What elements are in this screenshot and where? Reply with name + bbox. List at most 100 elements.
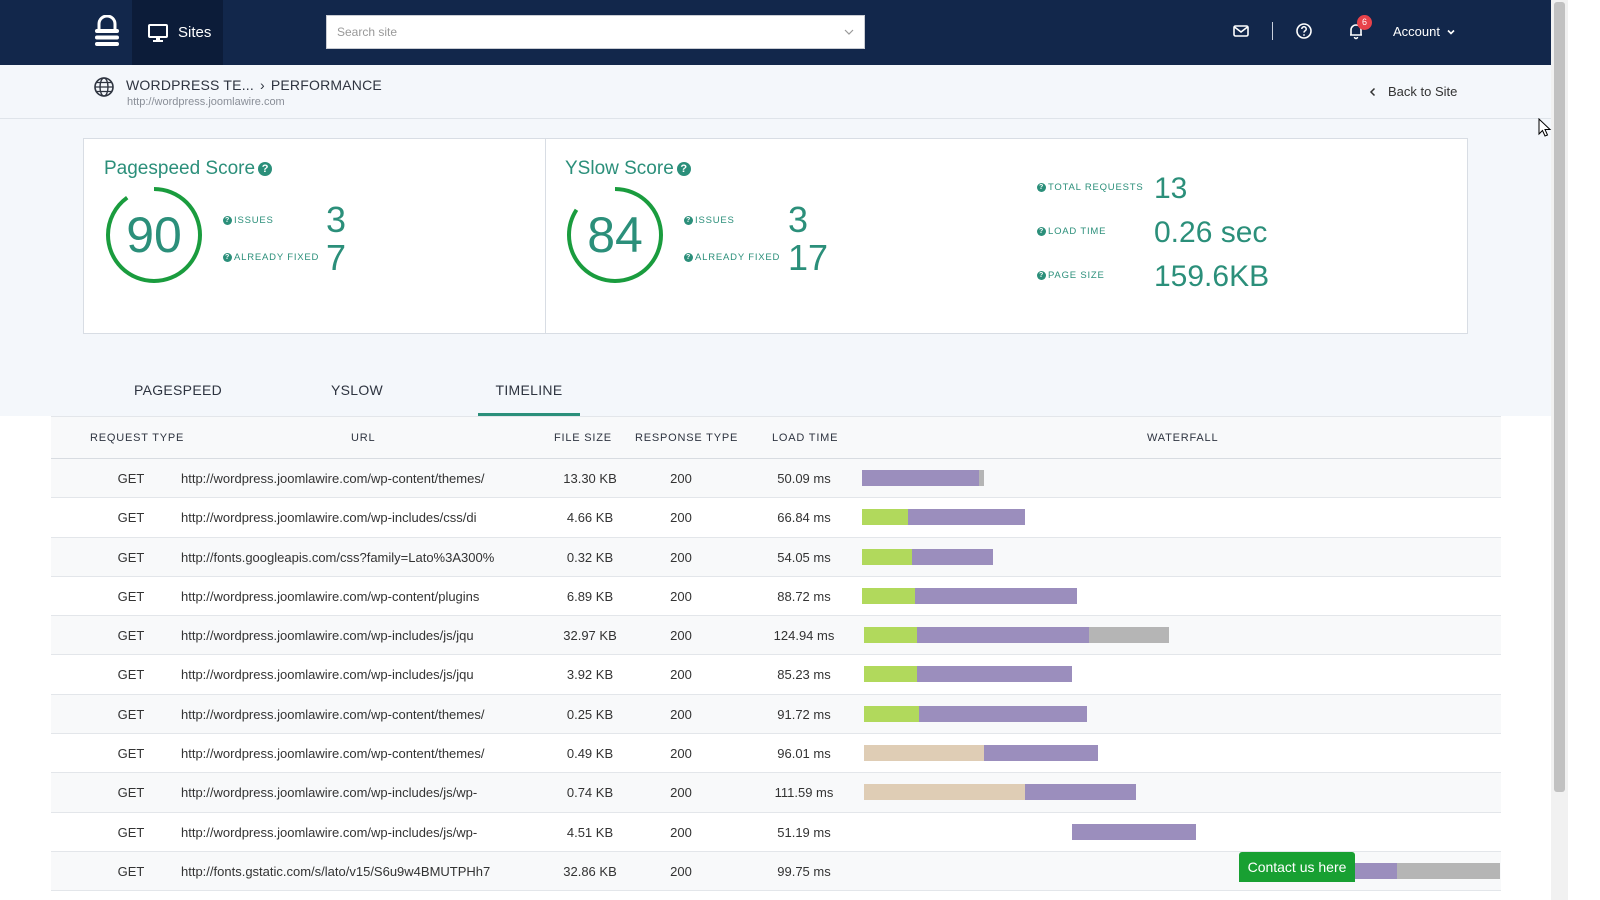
waterfall-segment-wait: [979, 470, 984, 486]
help-circle-icon[interactable]: [1295, 22, 1313, 40]
sites-nav-button[interactable]: Sites: [132, 0, 223, 65]
fixed-label-text: ALREADY FIXED: [695, 252, 781, 263]
help-icon[interactable]: ?: [223, 216, 232, 225]
page-scrollbar[interactable]: [1551, 0, 1568, 900]
load-time-cell: 54.05 ms: [777, 549, 831, 565]
mail-icon[interactable]: [1232, 22, 1250, 40]
help-icon[interactable]: ?: [1037, 271, 1046, 280]
table-row[interactable]: GET http://wordpress.joomlawire.com/wp-co…: [51, 459, 1501, 499]
response-type-cell: 200: [670, 510, 692, 526]
scrollbar-thumb[interactable]: [1554, 2, 1565, 792]
total-requests-value: 13: [1154, 172, 1188, 205]
waterfall-segment-connect: [864, 705, 919, 722]
load-time-cell: 124.94 ms: [773, 628, 835, 644]
table-row[interactable]: GET http://wordpress.joomlawire.com/wp-in…: [51, 655, 1501, 695]
pagespeed-issues-value: 3: [326, 199, 347, 240]
load-time-cell: 96.01 ms: [777, 746, 831, 762]
globe-icon: [94, 77, 114, 97]
bell-icon[interactable]: [1347, 22, 1365, 40]
url-cell[interactable]: http://wordpress.joomlawire.com/wp-conte…: [181, 706, 485, 722]
file-size-cell: 13.30 KB: [563, 471, 617, 486]
help-icon[interactable]: ?: [1037, 227, 1046, 236]
table-row[interactable]: GET http://wordpress.joomlawire.com/wp-co…: [51, 734, 1501, 774]
request-type-cell: GET: [117, 549, 145, 565]
waterfall-segment-receive: [908, 509, 1025, 526]
help-icon[interactable]: ?: [684, 253, 693, 262]
pagespeed-score-title: Pagespeed Score ?: [104, 158, 273, 180]
column-header-response-type: RESPONSE TYPE: [635, 432, 739, 444]
contact-us-button[interactable]: Contact us here: [1239, 852, 1355, 882]
waterfall-segment-connect: [862, 587, 915, 604]
help-icon[interactable]: ?: [258, 162, 273, 176]
logo-icon[interactable]: [92, 15, 122, 49]
search-input[interactable]: Search site: [326, 15, 865, 49]
request-type-cell: GET: [117, 824, 145, 840]
file-size-cell: 32.97 KB: [563, 628, 617, 644]
file-size-cell: 0.25 KB: [566, 706, 614, 722]
url-cell[interactable]: http://wordpress.joomlawire.com/wp-inclu…: [181, 785, 478, 801]
load-time-cell: 66.84 ms: [777, 510, 831, 526]
pagespeed-title-text: Pagespeed Score: [104, 158, 256, 179]
url-cell[interactable]: http://wordpress.joomlawire.com/wp-conte…: [181, 471, 485, 486]
url-cell[interactable]: http://wordpress.joomlawire.com/wp-conte…: [181, 746, 485, 762]
issues-label-text: ISSUES: [234, 215, 274, 226]
load-time-cell: 111.59 ms: [774, 785, 834, 801]
waterfall-segment-receive: [984, 745, 1098, 762]
request-type-cell: GET: [117, 667, 145, 683]
waterfall-segment-receive: [1072, 823, 1196, 840]
url-cell[interactable]: http://wordpress.joomlawire.com/wp-inclu…: [181, 510, 477, 526]
tab-yslow[interactable]: YSLOW: [330, 382, 384, 398]
column-header-load-time: LOAD TIME: [772, 432, 839, 444]
chevron-left-icon: [1369, 87, 1376, 96]
page-size-value: 159.6KB: [1154, 260, 1270, 293]
table-row[interactable]: GET http://wordpress.joomlawire.com/wp-co…: [51, 577, 1501, 617]
load-time-cell: 50.09 ms: [777, 471, 831, 486]
pagespeed-score-ring: [106, 187, 202, 283]
url-cell[interactable]: http://wordpress.joomlawire.com/wp-inclu…: [181, 667, 474, 683]
breadcrumb-separator: ›: [259, 77, 265, 93]
waterfall-segment-receive: [1025, 784, 1136, 801]
yslow-score-value: 84: [587, 207, 643, 263]
table-row[interactable]: GET http://wordpress.joomlawire.com/wp-co…: [51, 694, 1501, 735]
breadcrumb: WORDPRESS TE... › PERFORMANCE: [126, 77, 382, 93]
url-cell[interactable]: http://wordpress.joomlawire.com/wp-inclu…: [181, 628, 474, 644]
tab-pagespeed[interactable]: PAGESPEED: [133, 382, 223, 398]
help-icon[interactable]: ?: [1037, 183, 1046, 192]
url-cell[interactable]: http://wordpress.joomlawire.com/wp-conte…: [181, 588, 480, 604]
breadcrumb-bar: WORDPRESS TE... › PERFORMANCE http://wor…: [0, 65, 1551, 119]
chevron-down-icon[interactable]: [843, 26, 855, 38]
table-row[interactable]: GET http://fonts.googleapis.com/css?famil…: [51, 537, 1501, 577]
account-label: Account: [1393, 24, 1440, 39]
yslow-score-ring: [567, 187, 663, 283]
load-time-cell: 99.75 ms: [777, 863, 831, 879]
waterfall-segment-blocked: [864, 745, 984, 762]
fixed-label-text: ALREADY FIXED: [234, 252, 320, 263]
table-row[interactable]: GET http://wordpress.joomlawire.com/wp-in…: [51, 813, 1501, 852]
table-body: GET http://wordpress.joomlawire.com/wp-co…: [51, 459, 1501, 892]
table-row[interactable]: GET http://wordpress.joomlawire.com/wp-in…: [51, 498, 1501, 538]
file-size-cell: 0.32 KB: [566, 549, 614, 565]
url-cell[interactable]: http://wordpress.joomlawire.com/wp-inclu…: [181, 824, 478, 840]
help-icon[interactable]: ?: [223, 253, 232, 262]
notification-badge: 6: [1357, 15, 1372, 30]
account-menu[interactable]: Account: [1393, 24, 1456, 39]
waterfall-segment-receive: [917, 666, 1072, 683]
yslow-fixed-value: 17: [788, 237, 829, 278]
help-icon[interactable]: ?: [676, 162, 691, 176]
url-cell[interactable]: http://fonts.gstatic.com/s/lato/v15/S6u9…: [181, 863, 491, 879]
table-row[interactable]: GET http://wordpress.joomlawire.com/wp-in…: [51, 773, 1501, 813]
request-type-cell: GET: [117, 706, 145, 722]
back-to-site-link[interactable]: Back to Site: [1368, 84, 1457, 99]
sites-nav-label: Sites: [178, 24, 212, 41]
tab-timeline[interactable]: TIMELINE: [495, 382, 563, 398]
total-requests-label: ? TOTAL REQUESTS: [1037, 182, 1144, 193]
page-size-label: ? PAGE SIZE: [1037, 270, 1105, 281]
table-row[interactable]: GET http://wordpress.joomlawire.com/wp-in…: [51, 616, 1501, 656]
load-time-cell: 88.72 ms: [777, 588, 831, 604]
file-size-cell: 4.66 KB: [566, 510, 614, 526]
page-size-label-text: PAGE SIZE: [1048, 270, 1105, 281]
url-cell[interactable]: http://fonts.googleapis.com/css?family=L…: [181, 549, 495, 565]
request-type-cell: GET: [117, 785, 145, 801]
help-icon[interactable]: ?: [684, 216, 693, 225]
breadcrumb-site[interactable]: WORDPRESS TE...: [126, 77, 254, 93]
